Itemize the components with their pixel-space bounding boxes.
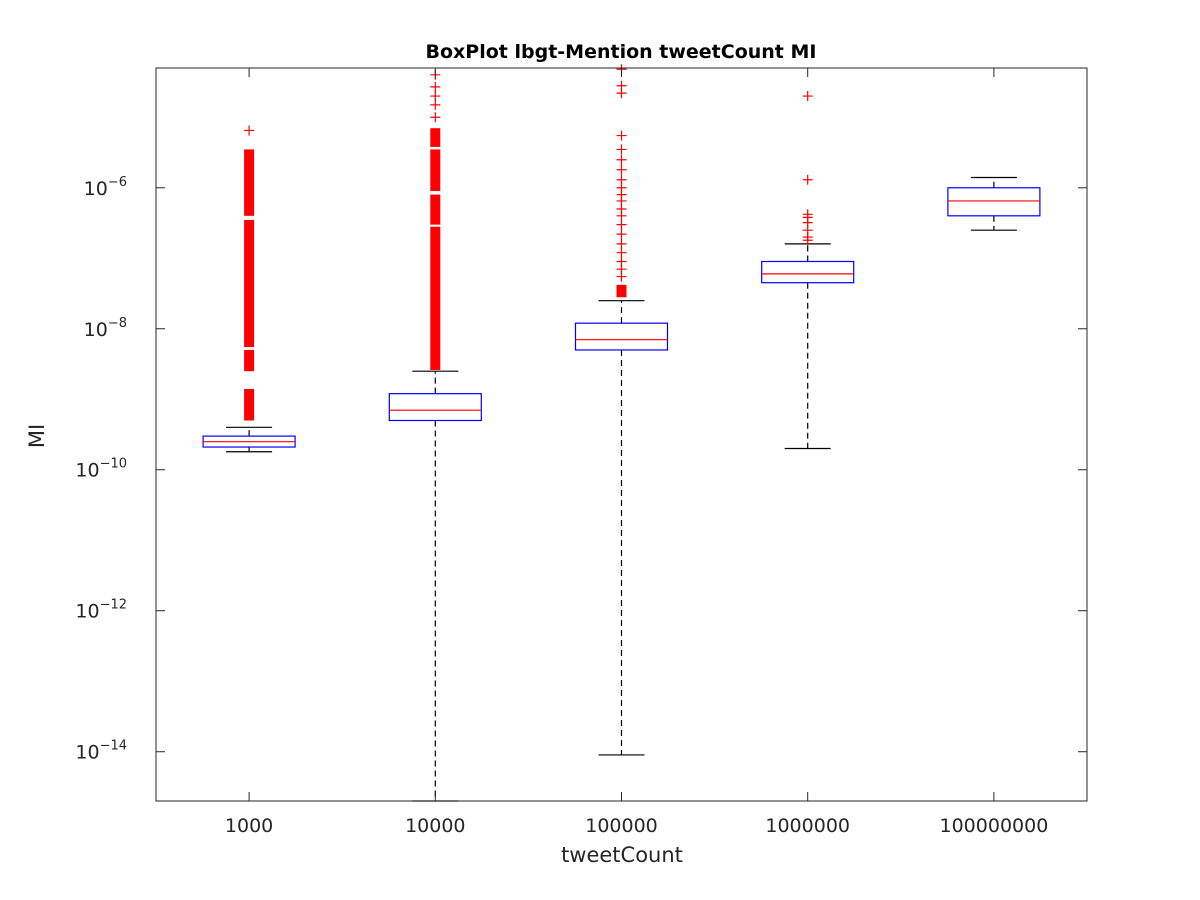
- outlier-band: [430, 194, 441, 225]
- box-group-100000000: [947, 176, 1041, 231]
- axes-frame: 10−14 10−12 10−10 10−8 10−6 1000 10000 100000 10…: [75, 67, 1088, 837]
- axes-border: [155, 67, 1088, 802]
- box-group-1000000: [761, 91, 855, 450]
- outlier-band: [616, 284, 627, 298]
- outlier-marker: [616, 247, 627, 258]
- y-tick-exponent: −8: [108, 316, 127, 331]
- box-group-100000: [574, 64, 669, 756]
- outlier-marker: [616, 256, 627, 267]
- y-tick-exponent: −10: [100, 457, 127, 472]
- x-tick-label: 1000000: [765, 815, 850, 837]
- outlier-band: [430, 149, 441, 191]
- outlier-marker: [430, 91, 441, 102]
- y-tick-exponent: −6: [108, 175, 127, 190]
- plot-area: [202, 64, 1041, 802]
- outlier-band: [430, 128, 441, 147]
- outlier-marker: [616, 174, 627, 185]
- outlier-band: [244, 388, 255, 421]
- y-tick-label: 10−6: [84, 175, 127, 200]
- outlier-marker: [430, 81, 441, 92]
- outlier-band: [244, 219, 255, 348]
- chart-title: BoxPlot lbgt-Mention tweetCount MI: [426, 41, 817, 63]
- y-tick-label: 10−12: [75, 598, 127, 623]
- outlier-band: [244, 149, 255, 216]
- outlier-marker: [616, 219, 627, 230]
- y-tick-label: 10−14: [75, 739, 127, 764]
- x-axis-title: tweetCount: [561, 843, 683, 867]
- outlier-marker: [802, 209, 813, 220]
- x-tick-label: 100000000: [940, 815, 1049, 837]
- y-tick-label: 10−10: [75, 457, 127, 482]
- outlier-marker: [802, 174, 813, 185]
- outlier-marker: [616, 238, 627, 249]
- y-axis-title: MI: [25, 424, 49, 448]
- x-tick-label: 1000: [225, 815, 273, 837]
- x-tick-label: 100000: [585, 815, 658, 837]
- outlier-band: [430, 226, 441, 370]
- iqr-box: [761, 260, 855, 284]
- box-group-1000: [202, 125, 296, 453]
- outlier-marker: [616, 164, 627, 175]
- iqr-box: [574, 322, 669, 351]
- box-group-10000: [388, 69, 482, 802]
- y-tick-exponent: −14: [100, 739, 127, 754]
- outlier-band: [244, 349, 255, 372]
- outlier-marker: [616, 154, 627, 165]
- y-tick-exponent: −12: [100, 598, 127, 613]
- iqr-box: [947, 187, 1041, 217]
- x-tick-label: 10000: [405, 815, 465, 837]
- outlier-marker: [244, 125, 255, 136]
- outlier-marker: [802, 91, 813, 102]
- outlier-marker: [430, 99, 441, 110]
- outlier-marker: [616, 229, 627, 240]
- outlier-marker: [430, 112, 441, 123]
- y-tick-label: 10−8: [84, 316, 127, 341]
- outlier-marker: [616, 144, 627, 155]
- outlier-marker: [616, 130, 627, 141]
- iqr-box: [388, 393, 482, 422]
- outlier-marker: [616, 80, 627, 91]
